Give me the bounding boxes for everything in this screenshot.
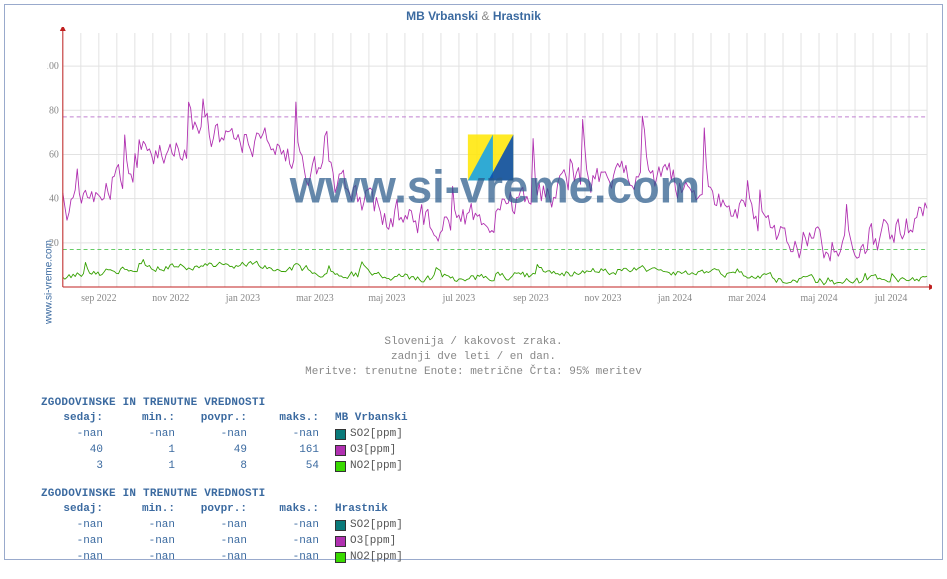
- svg-text:maj 2023: maj 2023: [368, 293, 405, 304]
- col-header: maks.:: [257, 412, 329, 424]
- svg-text:maj 2024: maj 2024: [800, 293, 837, 304]
- outer-frame: MB Vrbanski & Hrastnik www.si-vreme.com …: [4, 4, 943, 560]
- legend-cell: SO2[ppm]: [329, 428, 403, 440]
- svg-text:nov 2022: nov 2022: [152, 293, 189, 304]
- svg-text:jan 2023: jan 2023: [225, 293, 260, 304]
- table-cell: 8: [185, 460, 257, 472]
- table-cell: -nan: [257, 535, 329, 547]
- col-header: sedaj:: [41, 412, 113, 424]
- table-row: 31854 NO2[ppm]: [41, 458, 408, 474]
- legend-swatch: [335, 520, 346, 531]
- col-header: min.:: [113, 503, 185, 515]
- svg-text:80: 80: [49, 105, 59, 116]
- stats-table-title: ZGODOVINSKE IN TRENUTNE VREDNOSTI: [41, 397, 408, 409]
- table-cell: -nan: [257, 551, 329, 563]
- table-cell: -nan: [113, 551, 185, 563]
- table-cell: 1: [113, 444, 185, 456]
- timeseries-chart: 20 40 60 80 100 sep 2022 nov 2022 jan 2023 mar 2…: [47, 27, 932, 309]
- legend-swatch: [335, 552, 346, 563]
- stats-table-station-1: ZGODOVINSKE IN TRENUTNE VREDNOSTI sedaj:…: [41, 397, 408, 474]
- svg-text:jul 2024: jul 2024: [874, 293, 908, 304]
- table-cell: -nan: [41, 551, 113, 563]
- station-name: MB Vrbanski: [329, 412, 408, 424]
- table-header-row: sedaj: min.: povpr.: maks.: Hrastnik: [41, 501, 408, 517]
- col-header: povpr.:: [185, 412, 257, 424]
- table-header-row: sedaj: min.: povpr.: maks.: MB Vrbanski: [41, 410, 408, 426]
- table-cell: -nan: [41, 519, 113, 531]
- svg-text:mar 2023: mar 2023: [296, 293, 334, 304]
- legend-label: O3[ppm]: [350, 535, 396, 547]
- table-cell: 161: [257, 444, 329, 456]
- legend-label: O3[ppm]: [350, 444, 396, 456]
- legend-label: SO2[ppm]: [350, 428, 403, 440]
- table-cell: -nan: [41, 428, 113, 440]
- legend-label: NO2[ppm]: [350, 460, 403, 472]
- table-cell: 1: [113, 460, 185, 472]
- table-cell: 3: [41, 460, 113, 472]
- legend-cell: SO2[ppm]: [329, 519, 403, 531]
- table-cell: -nan: [257, 428, 329, 440]
- legend-cell: O3[ppm]: [329, 444, 396, 456]
- caption-line-2: zadnji dve leti / en dan.: [5, 350, 942, 365]
- table-row: -nan-nan-nan-nanO3[ppm]: [41, 533, 408, 549]
- stats-table-station-2: ZGODOVINSKE IN TRENUTNE VREDNOSTI sedaj:…: [41, 488, 408, 565]
- table-cell: -nan: [185, 535, 257, 547]
- table-row: 40149161 O3[ppm]: [41, 442, 408, 458]
- legend-swatch: [335, 429, 346, 440]
- title-left: MB Vrbanski: [406, 9, 478, 23]
- table-cell: -nan: [257, 519, 329, 531]
- svg-text:100: 100: [47, 61, 59, 72]
- chart-title: MB Vrbanski & Hrastnik: [5, 5, 942, 23]
- stats-table-title: ZGODOVINSKE IN TRENUTNE VREDNOSTI: [41, 488, 408, 500]
- table-cell: -nan: [113, 519, 185, 531]
- table-row: -nan-nan-nan-nanSO2[ppm]: [41, 517, 408, 533]
- table-cell: -nan: [41, 535, 113, 547]
- svg-text:sep 2023: sep 2023: [513, 293, 548, 304]
- stats-tables: ZGODOVINSKE IN TRENUTNE VREDNOSTI sedaj:…: [41, 397, 408, 579]
- station-name: Hrastnik: [329, 503, 388, 515]
- legend-cell: NO2[ppm]: [329, 551, 403, 563]
- svg-text:20: 20: [49, 238, 59, 249]
- svg-text:www.si-vreme.com: www.si-vreme.com: [289, 161, 700, 212]
- caption-line-1: Slovenija / kakovost zraka.: [5, 335, 942, 350]
- legend-label: NO2[ppm]: [350, 551, 403, 563]
- legend-cell: NO2[ppm]: [329, 460, 403, 472]
- table-cell: 54: [257, 460, 329, 472]
- legend-swatch: [335, 445, 346, 456]
- chart-caption: Slovenija / kakovost zraka. zadnji dve l…: [5, 335, 942, 380]
- col-header: min.:: [113, 412, 185, 424]
- title-right: Hrastnik: [493, 9, 541, 23]
- caption-line-3: Meritve: trenutne Enote: metrične Črta: …: [5, 365, 942, 380]
- chart-area: 20 40 60 80 100 sep 2022 nov 2022 jan 2023 mar 2…: [47, 27, 932, 309]
- table-cell: -nan: [185, 428, 257, 440]
- svg-text:sep 2022: sep 2022: [81, 293, 116, 304]
- title-ampersand: &: [481, 9, 489, 23]
- table-cell: 40: [41, 444, 113, 456]
- svg-text:40: 40: [49, 194, 59, 205]
- legend-label: SO2[ppm]: [350, 519, 403, 531]
- svg-text:nov 2023: nov 2023: [584, 293, 621, 304]
- col-header: sedaj:: [41, 503, 113, 515]
- col-header: maks.:: [257, 503, 329, 515]
- legend-swatch: [335, 536, 346, 547]
- legend-swatch: [335, 461, 346, 472]
- table-cell: -nan: [185, 519, 257, 531]
- table-cell: 49: [185, 444, 257, 456]
- svg-text:mar 2024: mar 2024: [728, 293, 766, 304]
- table-cell: -nan: [113, 428, 185, 440]
- table-cell: -nan: [185, 551, 257, 563]
- table-cell: -nan: [113, 535, 185, 547]
- svg-text:jul 2023: jul 2023: [442, 293, 476, 304]
- legend-cell: O3[ppm]: [329, 535, 396, 547]
- table-row: -nan-nan-nan-nanNO2[ppm]: [41, 549, 408, 565]
- table-row: -nan-nan-nan-nanSO2[ppm]: [41, 426, 408, 442]
- col-header: povpr.:: [185, 503, 257, 515]
- svg-text:jan 2024: jan 2024: [657, 293, 692, 304]
- svg-text:60: 60: [49, 149, 59, 160]
